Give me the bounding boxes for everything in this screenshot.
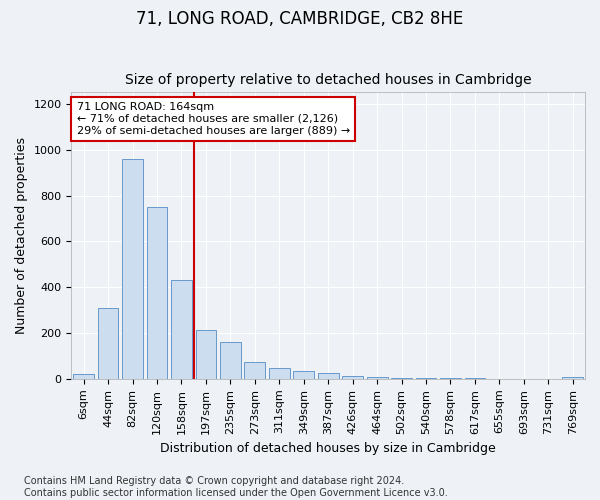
Bar	[391, 378, 412, 379]
Y-axis label: Number of detached properties: Number of detached properties	[15, 137, 28, 334]
Text: 71 LONG ROAD: 164sqm
← 71% of detached houses are smaller (2,126)
29% of semi-de: 71 LONG ROAD: 164sqm ← 71% of detached h…	[77, 102, 350, 136]
Bar	[562, 376, 583, 379]
Text: Contains HM Land Registry data © Crown copyright and database right 2024.
Contai: Contains HM Land Registry data © Crown c…	[24, 476, 448, 498]
Bar	[440, 378, 461, 379]
Bar	[342, 376, 363, 379]
Bar	[122, 159, 143, 379]
Bar	[293, 371, 314, 379]
Title: Size of property relative to detached houses in Cambridge: Size of property relative to detached ho…	[125, 73, 532, 87]
Bar	[73, 374, 94, 379]
X-axis label: Distribution of detached houses by size in Cambridge: Distribution of detached houses by size …	[160, 442, 496, 455]
Bar	[171, 280, 192, 379]
Bar	[196, 330, 217, 379]
Bar	[269, 368, 290, 379]
Bar	[220, 342, 241, 379]
Bar	[244, 362, 265, 379]
Bar	[146, 208, 167, 379]
Bar	[318, 372, 338, 379]
Bar	[416, 378, 436, 379]
Text: 71, LONG ROAD, CAMBRIDGE, CB2 8HE: 71, LONG ROAD, CAMBRIDGE, CB2 8HE	[136, 10, 464, 28]
Bar	[367, 377, 388, 379]
Bar	[98, 308, 118, 379]
